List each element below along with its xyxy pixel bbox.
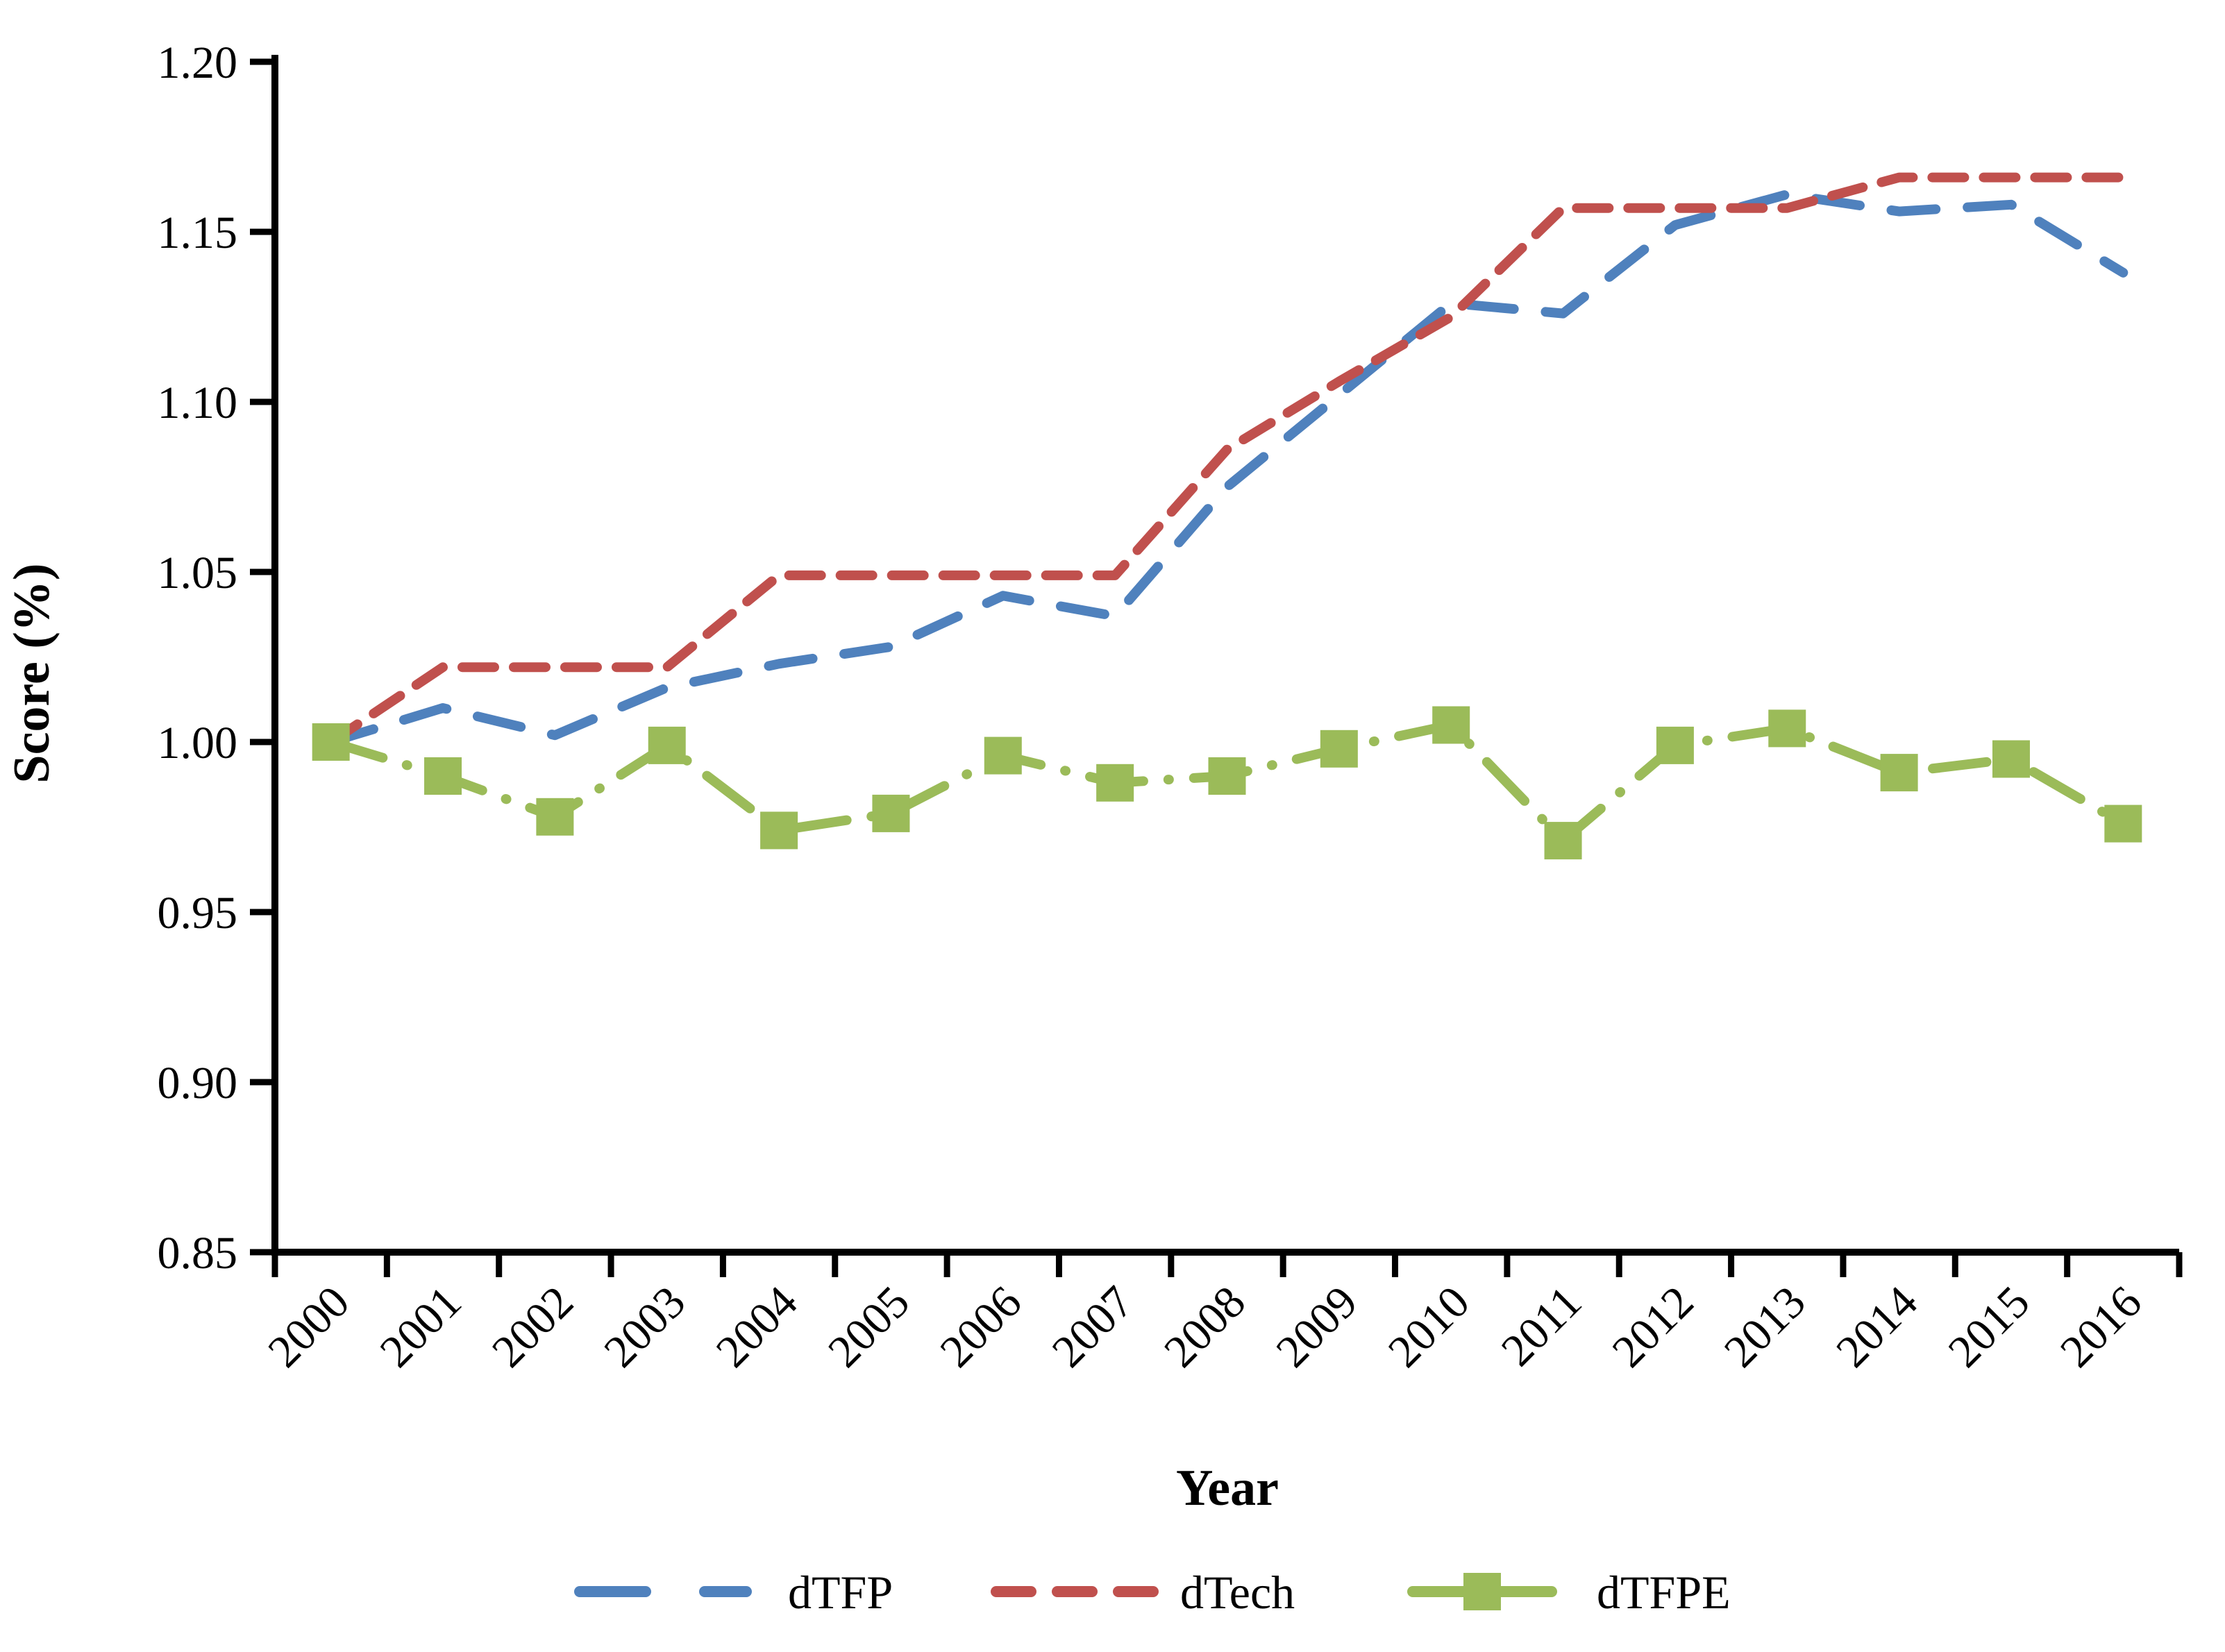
x-tick-label: 2011	[1492, 1276, 1591, 1376]
series-dTFPE-marker	[1544, 822, 1582, 860]
plot-area: 0.85 0.90 0.95 1.00 1.05 1.10 1.15 1.20 2000 2001…	[158, 37, 2183, 1377]
series-dTFPE-marker	[536, 798, 574, 836]
y-tick-label: 1.00	[158, 718, 238, 768]
legend: dTFP dTech dTFPE	[574, 1566, 1731, 1619]
x-tick-label: 2008	[1155, 1276, 1255, 1377]
x-tick-label: 2005	[818, 1276, 919, 1377]
x-tick-label: 2016	[2051, 1276, 2151, 1377]
x-tick-label: 2003	[594, 1276, 695, 1377]
legend-label-dtech: dTech	[1180, 1566, 1295, 1619]
y-tick-label: 0.90	[158, 1058, 238, 1109]
series-dTFPE-marker	[1096, 764, 1134, 802]
series-dTFPE-marker	[1208, 757, 1246, 795]
series-dTFPE-marker	[1992, 740, 2030, 778]
x-tick-label: 2002	[482, 1276, 583, 1377]
series-dTFPE-marker	[648, 726, 686, 764]
y-tick-label: 0.85	[158, 1228, 238, 1279]
x-tick-label: 2006	[930, 1276, 1031, 1377]
legend-item-dtfpe: dTFPE	[1407, 1566, 1731, 1619]
series-dTFP-line	[326, 189, 2129, 747]
x-tick-label: 2001	[371, 1276, 471, 1377]
y-axis-title: Score (%)	[3, 563, 60, 783]
x-tick-label: 2000	[258, 1276, 359, 1377]
x-tick-label: 2014	[1827, 1276, 1927, 1377]
y-tick-label: 1.05	[158, 548, 238, 598]
legend-label-dtfpe: dTFPE	[1597, 1566, 1731, 1619]
dtfpe-square-marker-icon	[1463, 1573, 1501, 1610]
series-dTFPE-marker	[1880, 754, 1918, 792]
series-dTFPE-marker	[1656, 726, 1694, 764]
x-tick-label: 2004	[707, 1276, 807, 1377]
series-dTFPE-marker	[312, 723, 350, 761]
series-dTFPE-marker	[424, 757, 462, 795]
series-dTFPE-marker	[760, 811, 798, 850]
x-tick-label: 2013	[1715, 1276, 1815, 1377]
x-tick-label: 2012	[1603, 1276, 1704, 1377]
x-tick-label: 2009	[1267, 1276, 1368, 1377]
y-tick-label: 1.20	[158, 37, 238, 88]
series-dTFPE-marker	[2104, 804, 2142, 843]
series-dTech-line	[326, 172, 2129, 747]
legend-item-dtfp: dTFP	[574, 1566, 893, 1619]
y-tick-label: 1.15	[158, 208, 238, 258]
series-dTFPE-marker	[872, 794, 910, 832]
x-axis-title: Year	[1176, 1460, 1279, 1517]
series-dTFPE-marker	[1768, 709, 1806, 748]
x-tick-label: 2010	[1379, 1276, 1479, 1377]
x-tick-label: 2015	[1939, 1276, 2040, 1377]
legend-label-dtfp: dTFP	[788, 1566, 893, 1619]
series-dTFPE-marker	[1432, 706, 1470, 744]
legend-item-dtech: dTech	[991, 1566, 1295, 1619]
y-tick-label: 1.10	[158, 378, 238, 428]
x-tick-label: 2007	[1043, 1276, 1143, 1377]
series-dTFPE-marker	[984, 736, 1022, 775]
series-dTFPE-marker	[1320, 730, 1358, 768]
y-tick-label: 0.95	[158, 888, 238, 938]
